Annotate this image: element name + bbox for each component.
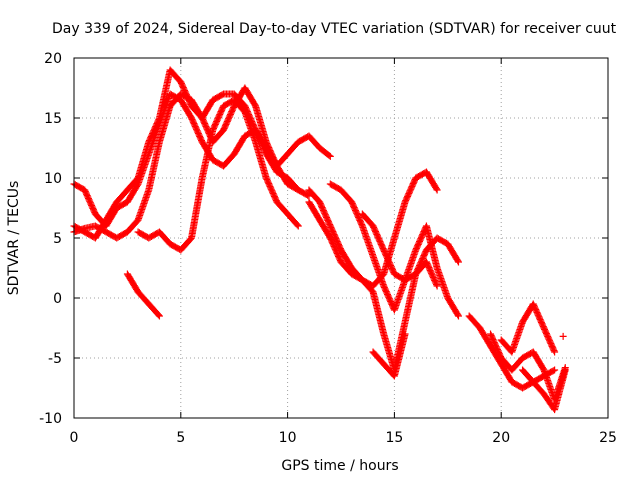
data-point xyxy=(432,281,440,289)
x-tick-label: 25 xyxy=(599,430,617,446)
data-point xyxy=(551,348,559,356)
data-point xyxy=(325,151,333,159)
series-track-10 xyxy=(369,330,409,380)
y-tick-label: -10 xyxy=(39,411,62,427)
y-tick-label: 20 xyxy=(44,51,62,67)
data-point xyxy=(433,186,441,194)
data-point xyxy=(454,312,462,320)
series-track-7 xyxy=(305,186,462,374)
data-point xyxy=(550,347,558,355)
x-tick-label: 20 xyxy=(492,430,510,446)
series-track-15 xyxy=(559,332,567,340)
x-axis-ticks: 0 5 10 15 20 25 xyxy=(70,58,617,446)
series-track-9 xyxy=(358,210,441,290)
y-axis-ticks: -10 -5 0 5 10 15 20 xyxy=(39,51,608,427)
data-point xyxy=(154,311,162,319)
series-track-3 xyxy=(70,84,302,242)
data-point xyxy=(454,258,462,266)
data-point xyxy=(561,366,569,374)
y-axis-label: SDTVAR / TECUs xyxy=(6,181,22,296)
y-tick-label: 0 xyxy=(53,291,62,307)
series-track-14 xyxy=(519,366,569,414)
data-point xyxy=(559,332,567,340)
series-track-8 xyxy=(326,180,462,320)
series-track-4 xyxy=(134,96,302,254)
data-point xyxy=(294,222,302,230)
data-point xyxy=(155,115,163,123)
series-track-5 xyxy=(123,270,163,320)
x-tick-label: 0 xyxy=(70,430,79,446)
data-point xyxy=(293,185,301,193)
series-track-13 xyxy=(497,300,559,356)
data-point xyxy=(433,282,441,290)
data-point xyxy=(155,312,163,320)
data-point xyxy=(454,257,462,265)
data-points xyxy=(70,66,569,414)
x-axis-label: GPS time / hours xyxy=(281,458,398,474)
y-tick-label: 10 xyxy=(44,171,62,187)
chart-title: Day 339 of 2024, Sidereal Day-to-day VTE… xyxy=(52,21,617,37)
series-track-2 xyxy=(70,66,313,242)
data-point xyxy=(432,185,440,193)
x-tick-label: 10 xyxy=(279,430,297,446)
data-point xyxy=(551,366,559,374)
y-tick-label: 15 xyxy=(44,111,62,127)
data-point xyxy=(326,152,334,160)
plot-border xyxy=(73,57,609,419)
data-point xyxy=(401,330,409,338)
x-tick-label: 5 xyxy=(176,430,185,446)
data-point xyxy=(304,191,312,199)
y-tick-label: -5 xyxy=(48,351,62,367)
data-point xyxy=(293,221,301,229)
data-point xyxy=(454,311,462,319)
data-point xyxy=(294,186,302,194)
x-tick-label: 15 xyxy=(385,430,403,446)
data-point xyxy=(549,367,557,375)
y-tick-label: 5 xyxy=(53,231,62,247)
